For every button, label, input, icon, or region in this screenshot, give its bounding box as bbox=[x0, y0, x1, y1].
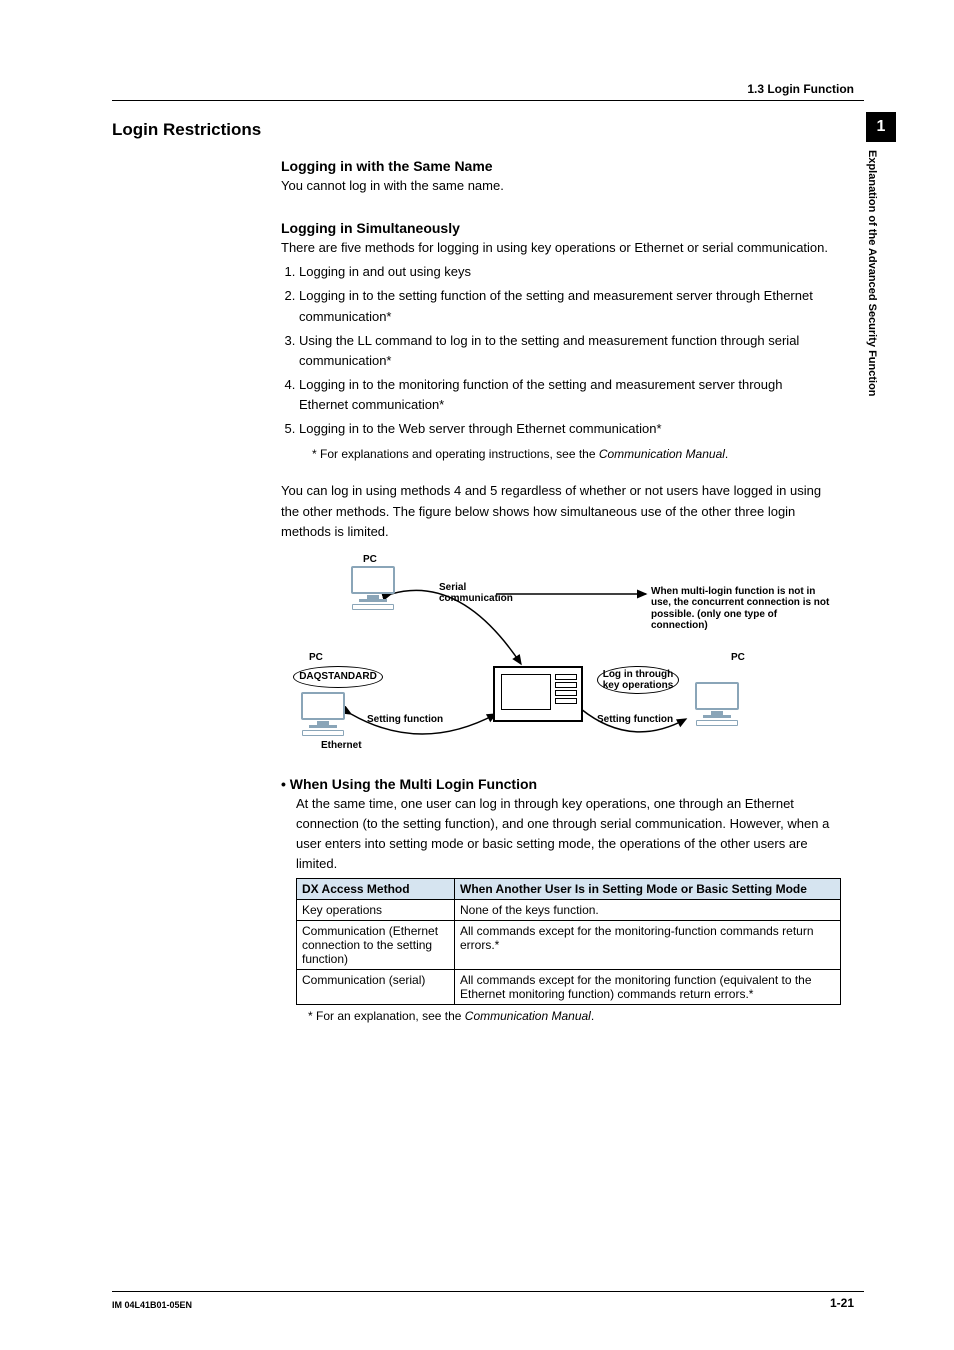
ethernet-label: Ethernet bbox=[321, 740, 362, 752]
table-row: Communication (serial) All commands exce… bbox=[297, 970, 841, 1005]
chapter-number: 1 bbox=[866, 112, 896, 142]
pc-label-3: PC bbox=[731, 652, 745, 664]
cell: Communication (serial) bbox=[297, 970, 455, 1005]
table-row: Key operations None of the keys function… bbox=[297, 900, 841, 921]
method-5: Logging in to the Web server through Eth… bbox=[299, 419, 832, 439]
body-multi: At the same time, one user can log in th… bbox=[296, 794, 832, 875]
note-star: * For explanations and operating instruc… bbox=[312, 445, 832, 463]
cell: Key operations bbox=[297, 900, 455, 921]
footer-page-num: 1-21 bbox=[830, 1296, 854, 1310]
device-icon bbox=[493, 666, 583, 722]
method-3: Using the LL command to log in to the se… bbox=[299, 331, 832, 371]
pc-icon-2 bbox=[297, 692, 349, 732]
access-table: DX Access Method When Another User Is in… bbox=[296, 878, 841, 1005]
body-same-name: You cannot log in with the same name. bbox=[281, 176, 832, 196]
header-rule bbox=[112, 100, 864, 101]
daq-oval: DAQSTANDARD bbox=[293, 666, 383, 688]
cell: All commands except for the monitoring-f… bbox=[455, 921, 841, 970]
diagram: PC Serial communication When multi-login… bbox=[281, 554, 841, 754]
cell: None of the keys function. bbox=[455, 900, 841, 921]
table-footnote: * For an explanation, see the Communicat… bbox=[308, 1009, 832, 1023]
method-4: Logging in to the monitoring function of… bbox=[299, 375, 832, 415]
methods-list: Logging in and out using keys Logging in… bbox=[281, 262, 832, 439]
setting-fn-right: Setting function bbox=[597, 714, 673, 726]
pc-icon-3 bbox=[691, 682, 743, 722]
cell: Communication (Ethernet connection to th… bbox=[297, 921, 455, 970]
method-2: Logging in to the setting function of th… bbox=[299, 286, 832, 326]
subheading-multi: • When Using the Multi Login Function bbox=[281, 776, 832, 792]
header-section: 1.3 Login Function bbox=[747, 82, 854, 96]
subheading-simul: Logging in Simultaneously bbox=[281, 220, 832, 236]
para-methods45: You can log in using methods 4 and 5 reg… bbox=[281, 481, 832, 541]
intro-simul: There are five methods for logging in us… bbox=[281, 238, 832, 258]
chapter-title: Explanation of the Advanced Security Fun… bbox=[866, 142, 878, 462]
chapter-tab: 1 Explanation of the Advanced Security F… bbox=[866, 112, 896, 462]
method-1: Logging in and out using keys bbox=[299, 262, 832, 282]
setting-fn-left: Setting function bbox=[367, 714, 443, 726]
serial-label: Serial communication bbox=[439, 582, 513, 605]
pc-icon-1 bbox=[347, 566, 399, 606]
pc-label-2: PC bbox=[309, 652, 323, 664]
th-access: DX Access Method bbox=[297, 879, 455, 900]
diagram-note: When multi-login function is not in use,… bbox=[651, 586, 836, 632]
pc-label-1: PC bbox=[363, 554, 377, 566]
page-heading: Login Restrictions bbox=[112, 120, 832, 140]
table-row: Communication (Ethernet connection to th… bbox=[297, 921, 841, 970]
subheading-same-name: Logging in with the Same Name bbox=[281, 158, 832, 174]
table-header-row: DX Access Method When Another User Is in… bbox=[297, 879, 841, 900]
cell: All commands except for the monitoring f… bbox=[455, 970, 841, 1005]
login-key-oval: Log in through key operations bbox=[597, 666, 679, 694]
footer-doc-id: IM 04L41B01-05EN bbox=[112, 1300, 192, 1310]
footer-rule bbox=[112, 1291, 864, 1292]
th-mode: When Another User Is in Setting Mode or … bbox=[455, 879, 841, 900]
